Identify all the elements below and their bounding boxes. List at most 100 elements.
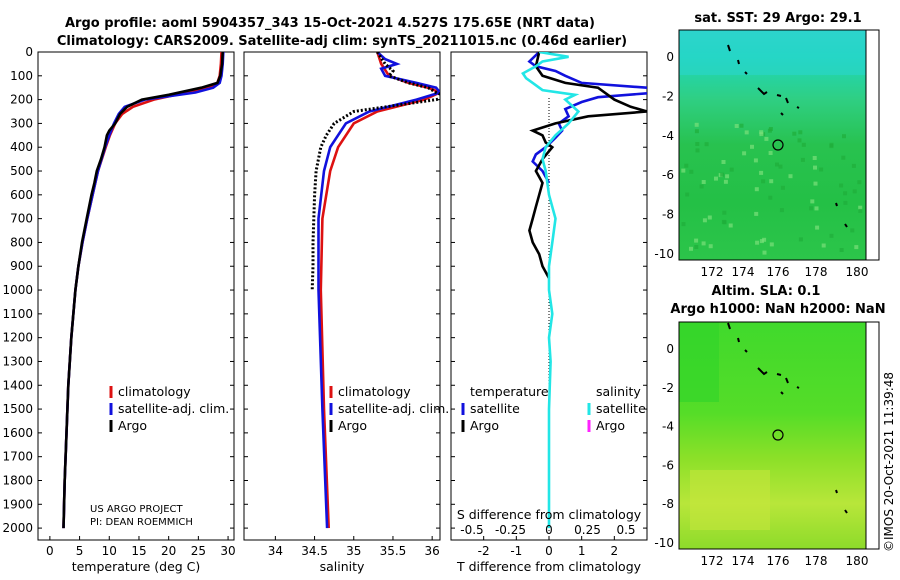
sst-pixel — [694, 122, 699, 127]
sst-pixel — [839, 183, 844, 188]
difference-y-ticks — [451, 51, 647, 529]
sst-pixel — [779, 208, 784, 213]
series-line-temperature-argo — [528, 52, 647, 279]
depth-axis: 0 100 200 300 400 500 600 700 800 900 1000 1100 1200… — [2, 45, 234, 535]
y-tick-label: 800 — [10, 235, 33, 249]
sst-pixel — [753, 158, 758, 163]
sla-map-title-line2: Argo h1000: NaN h2000: NaN — [670, 302, 885, 317]
sst-pixel — [797, 138, 802, 143]
y-tick-label: 0 — [25, 45, 33, 59]
sst-pixel — [744, 130, 749, 135]
lat-tick: 0 — [666, 342, 674, 356]
lon-tick: 176 — [767, 554, 790, 568]
y-tick-label: 600 — [10, 188, 33, 202]
t-difference-x-label: T difference from climatology — [456, 559, 642, 574]
y-tick-label: 1300 — [2, 354, 33, 368]
t-difference-x-axis: -2 -1 0 1 2 — [478, 544, 618, 558]
lon-tick: 178 — [805, 265, 828, 279]
y-tick-label: 400 — [10, 140, 33, 154]
sst-pixel — [788, 174, 793, 179]
salinity-axes-frame — [243, 51, 441, 541]
y-tick-label: 900 — [10, 259, 33, 273]
sla-low-patch — [679, 322, 719, 402]
sst-pixel — [734, 124, 739, 128]
lon-tick: 172 — [701, 265, 724, 279]
y-tick-label: 500 — [10, 164, 33, 178]
sst-pixel — [721, 160, 726, 164]
x-tick-label: 0 — [46, 544, 54, 558]
salinity-legend: climatology satellite-adj. clim. Argo — [329, 384, 449, 433]
sst-pixel — [764, 136, 769, 141]
series-line-argo — [62, 52, 224, 529]
sst-pixel — [792, 131, 797, 136]
sst-pixel — [841, 155, 846, 160]
sla-map-title-line1: Altim. SLA: 0.1 — [712, 284, 821, 299]
x-tick-label: -1 — [510, 544, 522, 558]
sst-pixel — [829, 144, 834, 149]
y-tick-label: 1400 — [2, 378, 33, 392]
lat-tick: -8 — [662, 208, 674, 222]
sst-pixel — [767, 128, 772, 133]
x-tick-label: 10 — [102, 544, 117, 558]
lon-tick: 180 — [846, 265, 869, 279]
lat-tick: -6 — [662, 168, 674, 182]
sst-pixel — [810, 199, 815, 204]
sst-warm-band — [679, 30, 866, 75]
legend-header-temperature: temperature — [470, 384, 549, 399]
sst-pixel — [858, 208, 863, 213]
sla-colorbar-frame — [865, 321, 880, 550]
sst-pixel — [681, 168, 686, 173]
lon-tick: 178 — [805, 554, 828, 568]
y-tick-label: 300 — [10, 116, 33, 130]
sst-pixel — [769, 242, 774, 247]
sst-pixel — [689, 246, 693, 251]
sst-pixel — [759, 170, 764, 175]
sst-pixel — [704, 142, 709, 147]
s-tick-label: 0.5 — [616, 523, 635, 537]
sst-pixel — [813, 165, 817, 170]
temperature-legend: climatology satellite-adj. clim. Argo — [109, 384, 229, 433]
sst-pixel — [762, 250, 767, 255]
sst-pixel — [829, 233, 834, 238]
sst-pixel — [775, 162, 779, 167]
legend-label: Argo — [470, 418, 499, 433]
difference-legend: temperature salinity satellite Argo sate… — [461, 384, 646, 433]
x-tick-label: 34 — [268, 544, 283, 558]
y-tick-label: 200 — [10, 93, 33, 107]
s-tick-label: 0.25 — [574, 523, 601, 537]
sst-pixel — [857, 180, 862, 185]
x-tick-label: 35 — [346, 544, 361, 558]
sst-map: sat. SST: 29 Argo: 29.1 172 174 176 178 … — [654, 11, 880, 279]
sst-speckle — [681, 122, 863, 255]
y-tick-label: 1100 — [2, 307, 33, 321]
sst-colorbar-frame — [865, 29, 880, 261]
sst-pixel — [684, 163, 689, 168]
temperature-axes-frame — [37, 51, 235, 541]
lat-tick: -2 — [662, 89, 674, 103]
sst-pixel — [778, 164, 783, 169]
y-tick-label: 1000 — [2, 283, 33, 297]
y-tick-label: 2000 — [2, 521, 33, 535]
salinity-x-label: salinity — [320, 559, 365, 574]
sst-pixel — [843, 200, 848, 205]
legend-label: climatology — [338, 384, 411, 399]
sst-pixel — [694, 129, 699, 134]
sst-pixel — [814, 206, 819, 211]
sst-pixel — [854, 245, 859, 250]
y-tick-label: 1200 — [2, 331, 33, 345]
lat-tick: -10 — [654, 536, 674, 550]
sst-pixel — [819, 167, 824, 172]
difference-panel: temperature salinity satellite Argo sate… — [450, 51, 648, 574]
sst-pixel — [702, 218, 707, 223]
s-tick-label: -0.5 — [460, 523, 483, 537]
sst-pixel — [780, 185, 785, 190]
sst-pixel — [722, 210, 727, 215]
sst-pixel — [768, 195, 773, 200]
temperature-panel: 0100200300400500600700800900100011001200… — [2, 45, 235, 574]
legend-label: Argo — [118, 418, 147, 433]
sst-pixel — [695, 142, 700, 146]
sst-pixel — [801, 142, 806, 147]
sst-pixel — [798, 237, 803, 242]
salinity-panel: 34 34.5 35 35.5 36 salinity climatology … — [243, 51, 449, 574]
